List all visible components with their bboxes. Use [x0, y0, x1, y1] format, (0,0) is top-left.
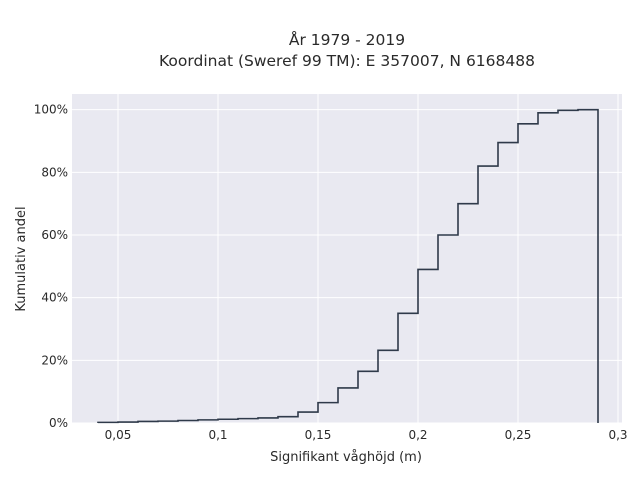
cumulative-step-line: [97, 108, 599, 424]
y-tick-label: 20%: [41, 353, 68, 367]
grid: [72, 94, 622, 424]
tick-labels: 0,05 0,1 0,15 0,2 0,25 0,3 0% 20% 40% 60% 80% 100%: [34, 103, 628, 442]
x-tick-label: 0,1: [208, 428, 227, 442]
y-tick-label: 40%: [41, 291, 68, 305]
chart-title-line-1: År 1979 - 2019: [289, 30, 405, 49]
y-tick-label: 60%: [41, 228, 68, 242]
chart-title-line-2: Koordinat (Sweref 99 TM): E 357007, N 61…: [159, 52, 535, 70]
x-tick-label: 0,15: [305, 428, 332, 442]
y-tick-label: 0%: [49, 416, 68, 430]
x-tick-label: 0,05: [105, 428, 132, 442]
y-axis-title: Kumulativ andel: [14, 206, 29, 311]
x-tick-label: 0,25: [505, 428, 532, 442]
x-tick-label: 0,3: [608, 428, 627, 442]
x-axis-title: Signifikant våghöjd (m): [270, 450, 422, 465]
plot-area: [72, 94, 622, 423]
y-tick-label: 80%: [41, 165, 68, 179]
y-tick-label: 100%: [34, 103, 68, 117]
x-tick-label: 0,2: [408, 428, 427, 442]
